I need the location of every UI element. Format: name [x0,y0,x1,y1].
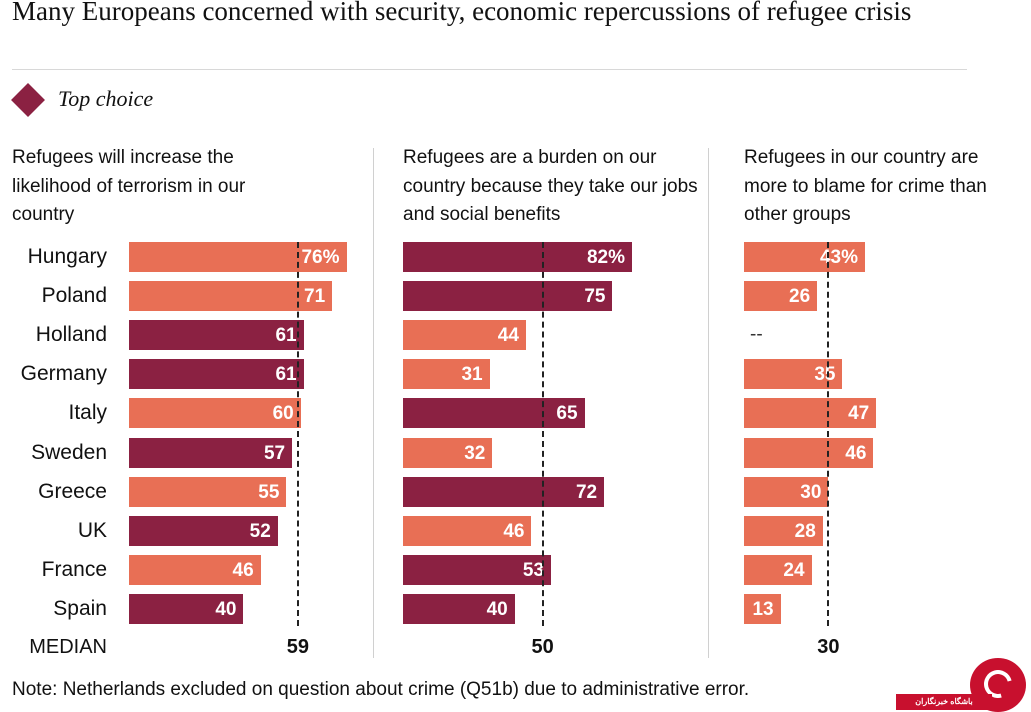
country-label: Germany [20,362,107,386]
panel-separator [708,148,709,658]
bar-value-label: 13 [752,598,774,620]
bar-value-label: 26 [789,286,811,308]
country-label: Italy [68,401,107,425]
bar [129,437,293,468]
country-label: Greece [38,479,107,503]
bar [403,476,605,507]
bar [744,554,812,585]
country-label: France [41,557,107,581]
bar-value-label: 44 [497,325,519,347]
bar [744,515,823,546]
bar-value-label: 46 [845,442,867,464]
bar [744,476,829,507]
bar [129,476,287,507]
panel-title-terrorism: Refugees will increase the likelihood of… [12,147,246,225]
bar [403,398,585,429]
bar [744,359,843,390]
bar-value-label: 43% [819,247,858,268]
bar [403,437,493,468]
bar [744,398,877,429]
country-label: Spain [53,596,107,620]
bar [129,593,244,624]
bar [129,242,347,272]
bar-value-label: 71 [304,286,326,308]
title-divider [12,69,967,70]
footnote: Note: Netherlands excluded on question a… [12,679,750,700]
bar-value-label: 53 [522,559,545,581]
median-line [296,242,299,626]
watermark-logo: باشگاه خبرنگاران [896,658,1026,712]
missing-value: -- [750,324,763,346]
bar-value-label: 40 [215,598,237,620]
bar-value-label: 75 [584,286,606,308]
bar-value-label: 60 [272,403,294,425]
bar [744,593,781,624]
top-choice-swatch [11,83,45,117]
country-label: UK [77,518,107,542]
bar-value-label: 46 [503,520,525,542]
panel-separator [373,148,374,658]
bar-value-label: 61 [275,364,297,386]
bar [403,281,613,312]
bar [129,359,304,390]
bar-value-label: 30 [800,481,822,503]
country-label: Holland [35,323,107,347]
bar [129,320,304,351]
legend-label: Top choice [58,86,154,111]
bar [744,281,818,312]
bar-value-label: 72 [575,481,598,503]
chart-title: Many Europeans concerned with security, … [12,0,912,26]
bar [129,398,301,429]
bar-value-label: 31 [461,364,483,386]
bar [744,242,865,272]
bar-value-label: 57 [263,442,286,464]
bar [403,593,515,624]
country-label: Poland [41,284,107,308]
bar-value-label: 65 [556,403,578,425]
bar-value-label: 28 [794,520,816,542]
bar [403,242,633,272]
bar-value-label: 35 [814,364,836,386]
bar-value-label: 24 [783,559,805,581]
bar-value-label: 61 [275,325,297,347]
median-value: 59 [286,636,309,658]
median-value: 30 [817,636,840,658]
bar [744,437,874,468]
bar-value-label: 76% [301,247,340,268]
bar [403,515,532,546]
bar [403,554,552,585]
bar-value-label: 55 [258,481,280,503]
bar [403,320,526,351]
country-label: Hungary [27,245,107,268]
median-row-label: MEDIAN [29,636,107,658]
median-value: 50 [531,636,554,658]
bar-value-label: 40 [486,598,508,620]
bar-value-label: 46 [232,559,254,581]
median-line [827,242,830,626]
country-label: Sweden [31,440,107,464]
bar [129,515,278,546]
logo-text: باشگاه خبرنگاران [896,694,992,710]
bar-value-label: 52 [249,520,271,542]
bar-value-label: 32 [464,442,486,464]
bar-value-label: 47 [848,403,870,425]
bar [403,359,490,390]
bar-value-label: 82% [586,247,626,268]
median-line [541,242,544,626]
panel-title-burden: Refugees are a burden on our country bec… [403,147,698,225]
panel-title-crime: Refugees in our country are more to blam… [744,147,987,225]
bar [129,554,261,585]
